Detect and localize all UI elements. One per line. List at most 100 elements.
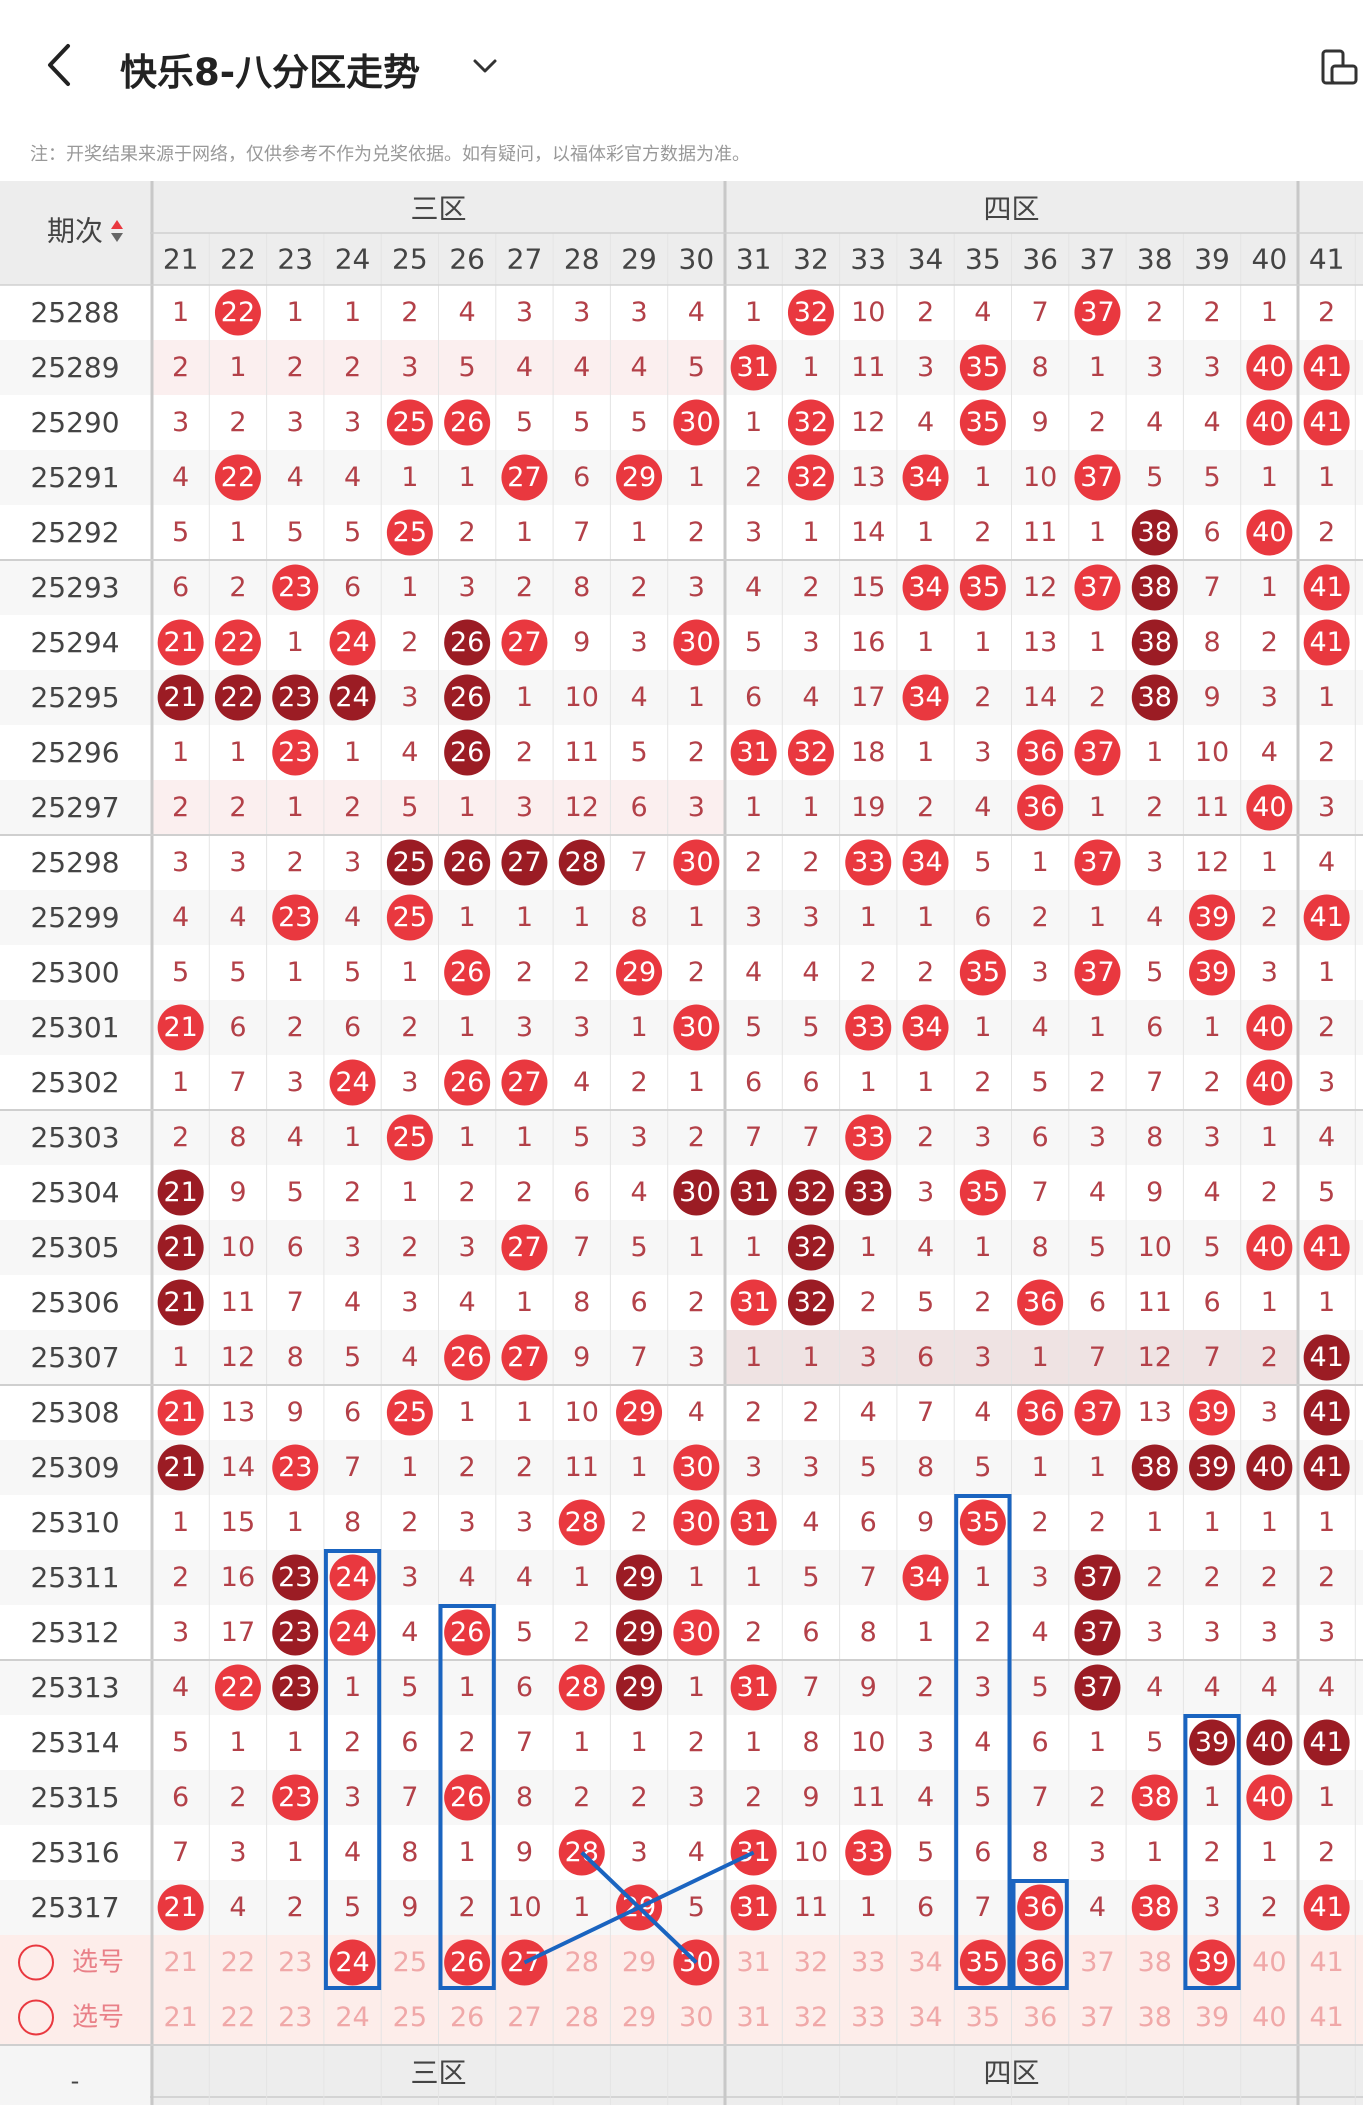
miss-count: 2: [974, 1067, 991, 1098]
chevron-down-icon[interactable]: [470, 54, 500, 78]
miss-count: 8: [287, 1342, 304, 1373]
hit-ball: [902, 454, 949, 501]
hit-ball: [673, 1499, 720, 1546]
hit-ball: [730, 1664, 777, 1711]
miss-count: 1: [516, 1122, 533, 1153]
hit-ball: [616, 454, 663, 501]
miss-count: 3: [1146, 352, 1163, 383]
hit-ball: [386, 839, 433, 886]
miss-count: 1: [172, 737, 189, 768]
miss-count: 11: [1195, 792, 1229, 823]
miss-count: 7: [516, 1727, 533, 1758]
miss-count: 4: [573, 352, 590, 383]
hit-number: 41: [1309, 1232, 1343, 1263]
pick-number: 28: [565, 1947, 599, 1978]
hit-number: 41: [1309, 1892, 1343, 1923]
miss-count: 2: [401, 1012, 418, 1043]
pick-number: 34: [908, 2002, 942, 2033]
miss-count: 2: [917, 1672, 934, 1703]
hit-number: 24: [335, 627, 369, 658]
hit-number: 40: [1252, 1782, 1286, 1813]
hit-number: 24: [335, 1617, 369, 1648]
page-title[interactable]: 快乐8-八分区走势: [120, 51, 421, 94]
hit-number: 26: [450, 682, 484, 713]
miss-count: 1: [287, 297, 304, 328]
miss-count: 2: [516, 957, 533, 988]
hit-number: 21: [163, 1397, 197, 1428]
hit-number: 32: [794, 1232, 828, 1263]
miss-count: 2: [1318, 1562, 1335, 1593]
device-switch-icon[interactable]: [1320, 48, 1363, 88]
hit-number: 41: [1309, 352, 1343, 383]
sort-arrows-icon[interactable]: [111, 220, 123, 242]
miss-count: 6: [860, 1507, 877, 1538]
selected-number: 24: [335, 1947, 369, 1978]
miss-count: 2: [287, 847, 304, 878]
hit-ball: [501, 619, 548, 666]
miss-count: 1: [1318, 1507, 1335, 1538]
miss-count: 4: [688, 1837, 705, 1868]
miss-count: 2: [802, 1397, 819, 1428]
miss-count: 1: [1089, 517, 1106, 548]
miss-count: 3: [1032, 957, 1049, 988]
hit-ball: [329, 1059, 376, 1106]
zone-header-4: 四区: [983, 193, 1039, 226]
hit-number: 40: [1252, 1452, 1286, 1483]
miss-count: 15: [851, 572, 885, 603]
hit-ball: [1074, 949, 1121, 996]
selected-ball[interactable]: [329, 1939, 376, 1986]
hit-number: 37: [1080, 847, 1114, 878]
miss-count: 5: [516, 407, 533, 438]
hit-number: 26: [450, 957, 484, 988]
miss-count: 2: [573, 1617, 590, 1648]
miss-count: 5: [1089, 1232, 1106, 1263]
column-header-36: 36: [1022, 243, 1058, 276]
column-header-37: 37: [1080, 243, 1116, 276]
miss-count: 10: [794, 1837, 828, 1868]
miss-count: 4: [745, 572, 762, 603]
hit-ball: [272, 1444, 319, 1491]
miss-count: 1: [229, 352, 246, 383]
miss-count: 10: [507, 1892, 541, 1923]
miss-count: 3: [1261, 957, 1278, 988]
hit-ball: [1131, 1444, 1178, 1491]
miss-count: 2: [1318, 737, 1335, 768]
hit-number: 25: [393, 517, 427, 548]
miss-count: 2: [974, 517, 991, 548]
miss-count: 3: [401, 1067, 418, 1098]
selected-ball[interactable]: [444, 1939, 491, 1986]
chevron-left-icon[interactable]: [40, 40, 80, 90]
miss-count: 9: [917, 1507, 934, 1538]
hit-ball: [1074, 1609, 1121, 1656]
miss-count: 2: [1089, 1782, 1106, 1813]
miss-count: 8: [1146, 1122, 1163, 1153]
miss-count: 4: [1032, 1617, 1049, 1648]
period-header-cell[interactable]: [0, 181, 150, 285]
hit-ball: [1303, 894, 1350, 941]
hit-number: 29: [622, 1562, 656, 1593]
miss-count: 4: [401, 737, 418, 768]
miss-count: 8: [573, 1287, 590, 1318]
miss-count: 11: [1138, 1287, 1172, 1318]
period-label: 25289: [30, 351, 119, 384]
selected-ball[interactable]: [1189, 1939, 1236, 1986]
hit-ball: [1303, 1334, 1350, 1381]
miss-count: 1: [974, 1562, 991, 1593]
miss-count: 3: [516, 297, 533, 328]
miss-count: 6: [630, 1287, 647, 1318]
hit-ball: [1246, 1059, 1293, 1106]
pick-radio-icon[interactable]: [18, 1999, 54, 2036]
miss-count: 1: [573, 1892, 590, 1923]
miss-count: 1: [287, 1727, 304, 1758]
selected-ball[interactable]: [959, 1939, 1006, 1986]
hit-ball: [272, 729, 319, 776]
miss-count: 2: [1203, 297, 1220, 328]
miss-count: 6: [229, 1012, 246, 1043]
selected-ball[interactable]: [1017, 1939, 1064, 1986]
miss-count: 1: [459, 1122, 476, 1153]
hit-number: 28: [565, 847, 599, 878]
pick-radio-icon[interactable]: [18, 1944, 54, 1981]
miss-count: 2: [802, 847, 819, 878]
miss-count: 1: [1146, 1507, 1163, 1538]
column-header-34: 34: [908, 243, 944, 276]
